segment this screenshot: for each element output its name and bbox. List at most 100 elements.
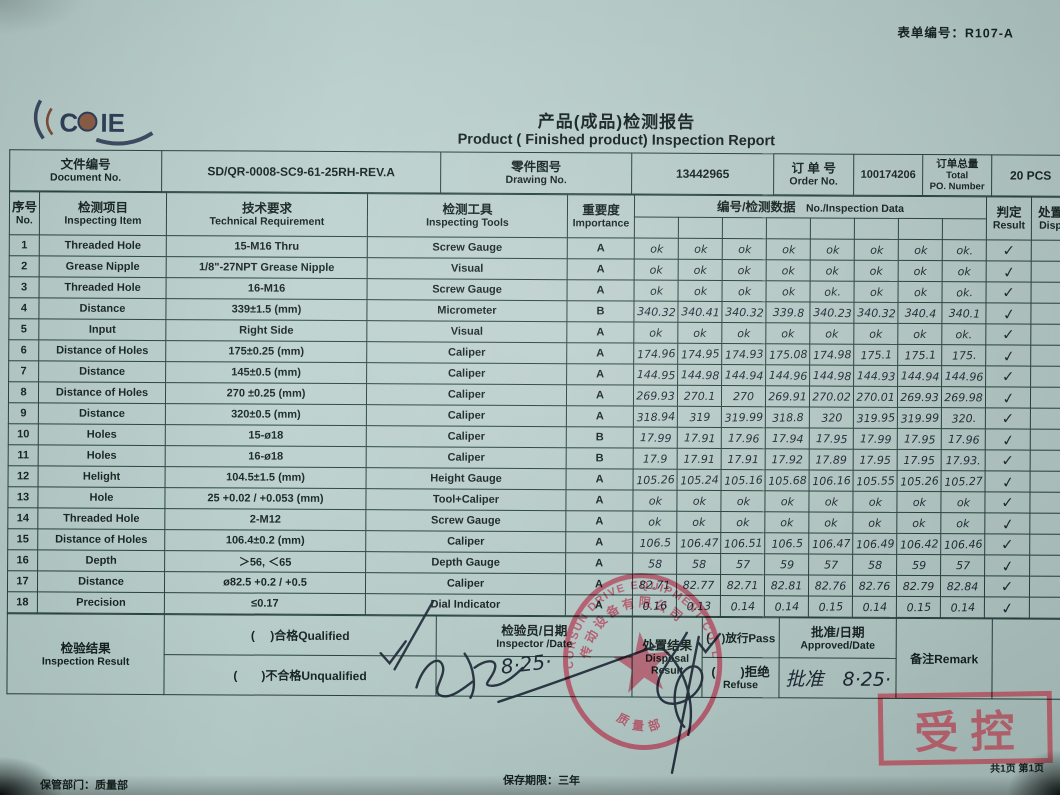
- inspection-value: ok: [720, 489, 766, 513]
- inspection-value: 17.92: [765, 448, 810, 470]
- row-no: 8: [8, 381, 39, 403]
- inspection-value: ok: [633, 237, 679, 260]
- label-zh: 技术要求: [241, 201, 293, 216]
- disposition-cell: [1029, 555, 1060, 577]
- importance-cell: A: [567, 279, 635, 302]
- label-en: Inspector /Date: [496, 637, 573, 650]
- row-no: 7: [8, 360, 39, 382]
- inspection-value: 17.99: [632, 426, 678, 449]
- inspection-value: 17.91: [676, 426, 722, 450]
- requirement-cell: 16-M16: [166, 277, 368, 300]
- column-header-importance: 重要度 Importance: [567, 194, 635, 239]
- inspection-value: 17.99: [852, 427, 898, 450]
- label-zh: 订 单 号: [791, 161, 836, 176]
- inspection-value: 82.79: [896, 575, 941, 597]
- company-logo: C IE: [33, 99, 154, 146]
- row-no: 6: [8, 339, 39, 361]
- requirement-cell: 15-M16 Thru: [166, 235, 368, 258]
- inspection-value: ok: [632, 511, 677, 533]
- inspection-value: 105.26: [896, 469, 942, 493]
- inspection-value: 106.46: [940, 533, 986, 556]
- disposition-cell: [1030, 429, 1060, 451]
- inspection-value: 340.41: [677, 300, 723, 324]
- tool-cell: Caliper: [365, 530, 566, 553]
- inspection-value: 144.93: [853, 364, 898, 387]
- title-zh: 产品(成品)检测报告: [537, 112, 696, 132]
- title-en: Product ( Finished product) Inspection R…: [457, 131, 776, 150]
- importance-cell: A: [565, 594, 633, 617]
- svg-text:质量部: 质量部: [613, 705, 668, 737]
- importance-cell: A: [565, 531, 633, 554]
- inspection-value: ok: [765, 238, 811, 261]
- inspection-value: ok: [721, 237, 767, 261]
- inspection-value: ok: [721, 279, 767, 303]
- requirement-cell: 15-ø18: [165, 424, 367, 447]
- inspection-value: 105.55: [852, 469, 898, 492]
- row-no: 12: [8, 465, 39, 487]
- inspection-value: 269.91: [765, 385, 810, 407]
- page-note: 共1页 第1页: [990, 763, 1045, 775]
- inspection-value: ok: [677, 322, 722, 344]
- inspection-value: 144.96: [765, 364, 810, 387]
- inspection-value: 58: [852, 553, 897, 576]
- inspection-value: 17.91: [721, 448, 766, 470]
- seal-bottom-text: 质量部: [613, 705, 668, 737]
- inspection-value: 17.95: [853, 449, 898, 471]
- logo-text-ie: IE: [100, 108, 125, 138]
- inspection-value: 105.68: [764, 469, 810, 492]
- inspection-value: ok: [764, 490, 810, 513]
- inspection-value: 175.: [941, 344, 987, 367]
- item-cell: Distance: [38, 297, 167, 320]
- requirement-cell: 2-M12: [164, 508, 366, 531]
- label-zh: 零件图号: [511, 159, 562, 175]
- disposition-cell: [1030, 408, 1060, 430]
- item-cell: Threaded Hole: [39, 234, 167, 257]
- inspection-value: 0.16: [632, 594, 677, 617]
- inspection-value: ok: [940, 512, 985, 534]
- inspection-value: ok: [808, 490, 854, 513]
- form-number: 表单编号：R107-A: [897, 25, 1014, 41]
- inspection-value: ok.: [941, 281, 987, 304]
- requirement-cell: ＞56, ＜65: [164, 550, 366, 573]
- inspection-value: 17.9: [633, 448, 678, 470]
- inspection-value: ok: [897, 323, 942, 345]
- tool-cell: Caliper: [365, 572, 566, 595]
- row-no: 11: [8, 444, 39, 466]
- requirement-cell: 104.5±1.5 (mm): [165, 466, 367, 489]
- inspection-value: ok.: [941, 239, 987, 262]
- inspection-value: ok: [632, 489, 678, 512]
- inspection-value: ok.: [941, 323, 986, 345]
- inspection-value: 82.77: [676, 574, 721, 596]
- inspection-value: 106.49: [852, 532, 898, 555]
- importance-cell: A: [567, 258, 635, 281]
- inspection-value: 270: [721, 385, 766, 407]
- unqualified-option: ( )不合格Unqualified: [163, 654, 437, 697]
- inspection-result-label: 检验结果 Inspection Result: [6, 613, 165, 695]
- label-zh: 文件编号: [60, 157, 111, 172]
- inspection-value: 105.24: [676, 468, 722, 492]
- disposition-cell: [1029, 576, 1060, 598]
- label-en: PO. Number: [929, 181, 985, 193]
- inspection-value: 320.: [941, 407, 986, 430]
- result-check: ✓: [984, 575, 1030, 598]
- order-no-value: 100174206: [853, 154, 923, 196]
- inspection-value: 339.8: [765, 301, 811, 324]
- approved-date-label: 批准/日期 Approved/Date: [779, 617, 897, 659]
- inspection-value: ok: [765, 322, 810, 344]
- tool-cell: Screw Gauge: [367, 236, 568, 259]
- requirement-cell: 320±0.5 (mm): [165, 403, 367, 426]
- result-check: ✓: [983, 468, 1032, 495]
- inspection-value: 318.8: [765, 406, 810, 429]
- row-no: 5: [8, 318, 39, 340]
- inspection-value: ok: [898, 260, 943, 282]
- inspection-value: ok: [854, 260, 899, 282]
- row-no: 18: [7, 591, 38, 613]
- inspection-value: 340.4: [897, 301, 943, 325]
- column-header-tools: 检测工具 Inspecting Tools: [367, 193, 568, 238]
- label-zh: 订单总量: [936, 158, 979, 171]
- inspection-value: ok: [633, 279, 679, 302]
- column-header-item: 检测项目 Inspecting Item: [39, 191, 167, 236]
- inspection-value: 57: [720, 552, 765, 576]
- inspection-value: 82.71: [720, 574, 765, 596]
- inspection-value: 82.81: [764, 574, 809, 596]
